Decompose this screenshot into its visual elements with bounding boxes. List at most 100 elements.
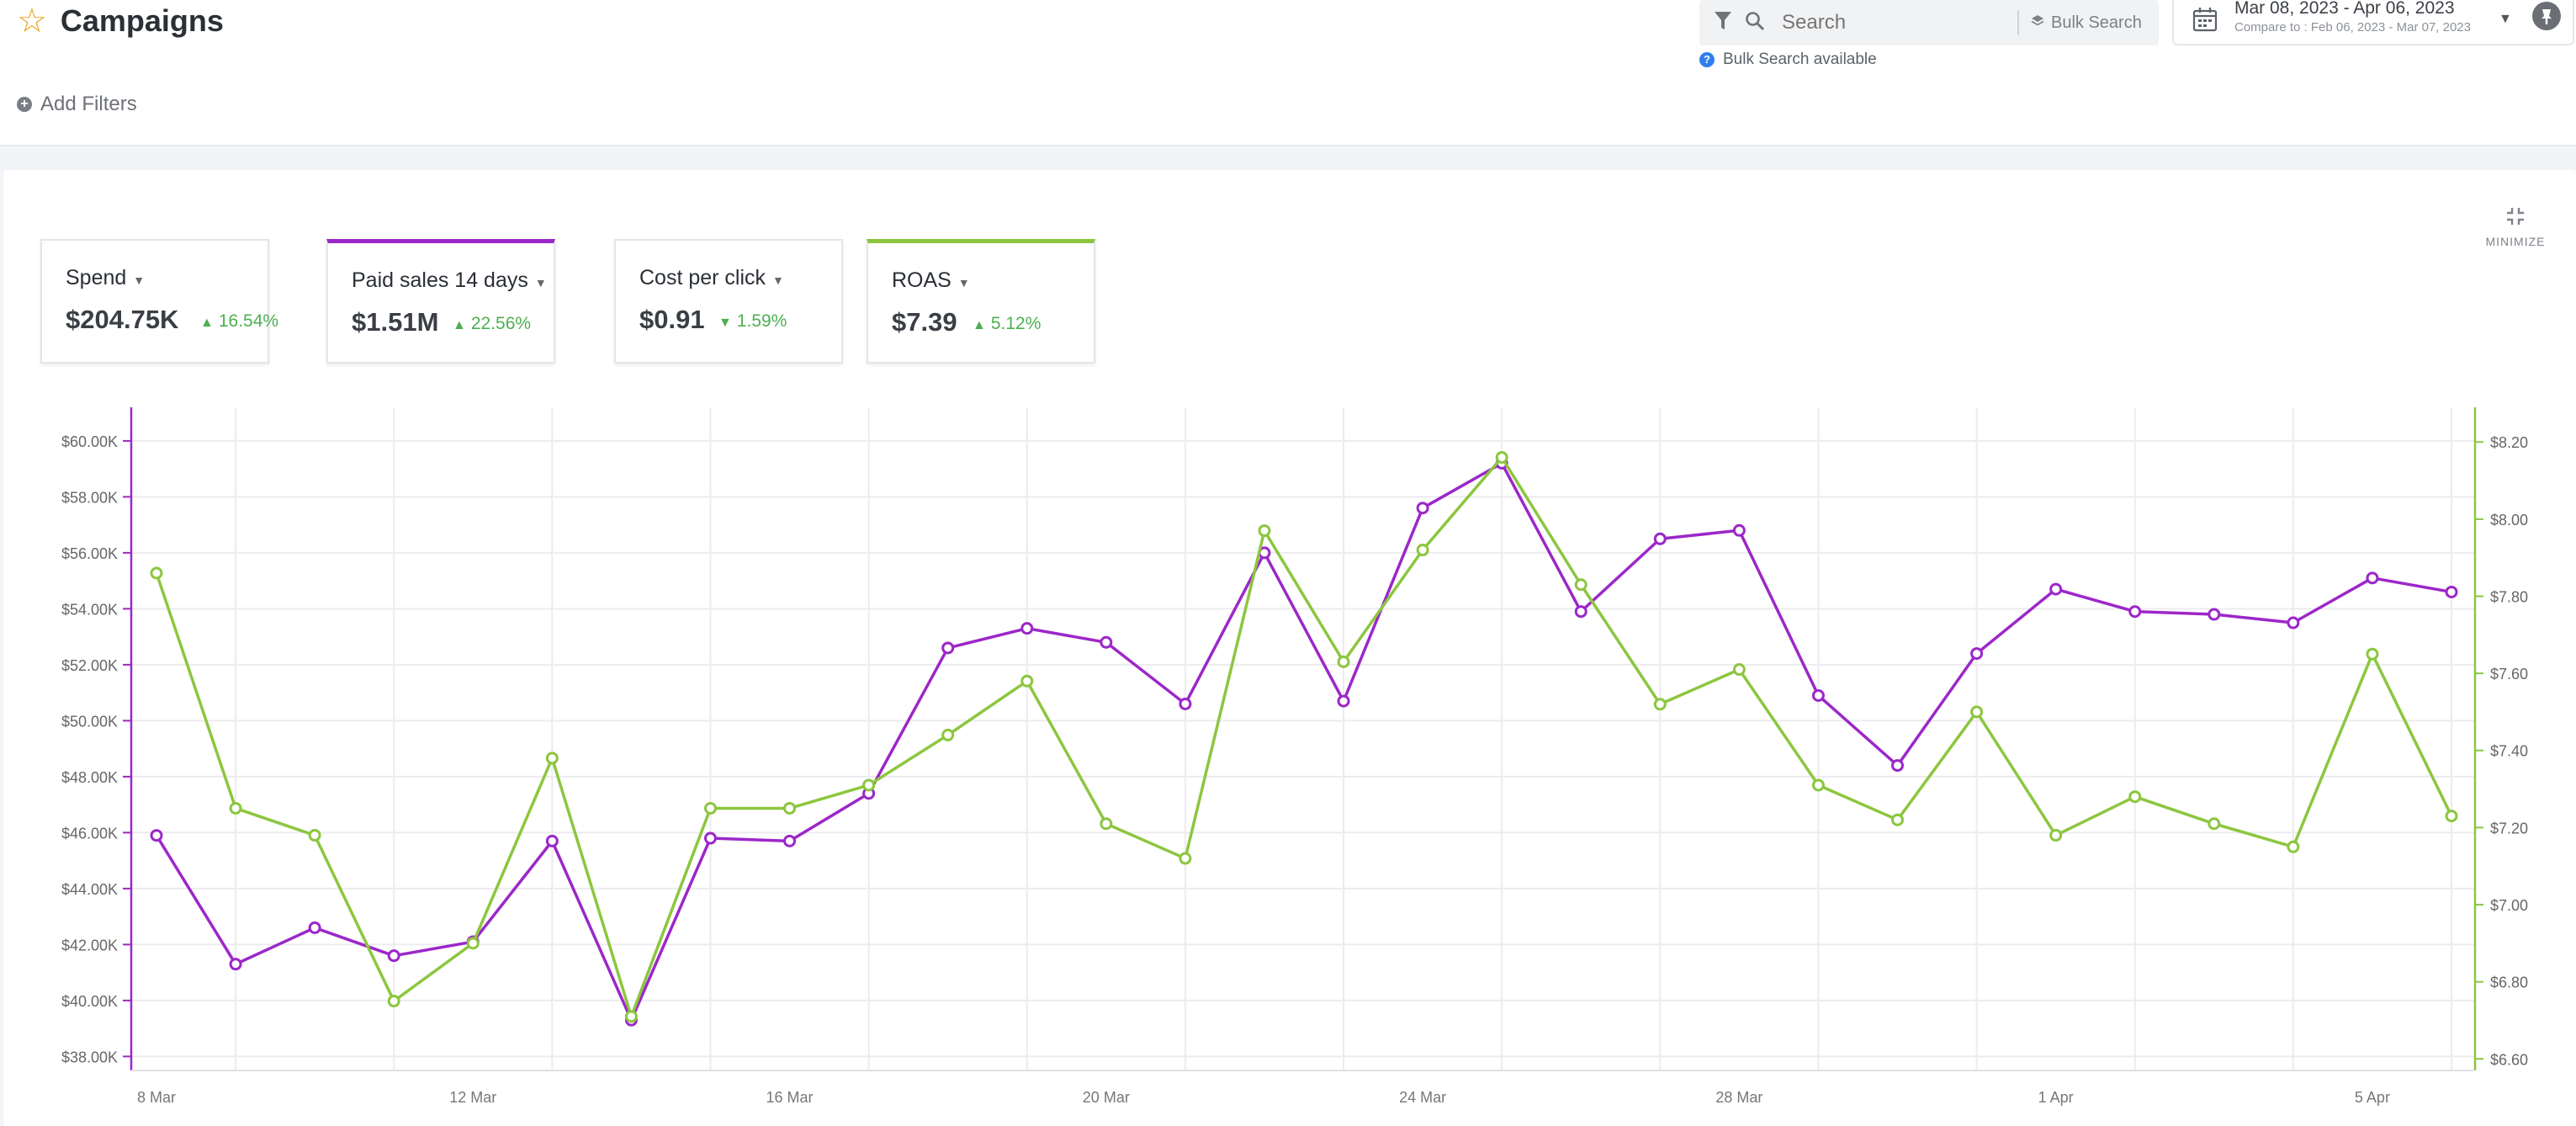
trend-down-icon: ▼ bbox=[718, 316, 732, 330]
date-range-text: Mar 08, 2023 - Apr 06, 2023 bbox=[2234, 0, 2455, 18]
y-left-tick-label: $38.00K bbox=[61, 1049, 118, 1065]
data-point-roas bbox=[545, 752, 559, 765]
data-point-roas bbox=[2445, 810, 2458, 823]
data-point-paid-sales bbox=[2128, 605, 2142, 619]
data-point-paid-sales bbox=[1337, 694, 1350, 708]
metric-value: $1.51M bbox=[352, 307, 439, 337]
data-point-paid-sales bbox=[1653, 532, 1667, 545]
metric-value: $0.91 bbox=[639, 305, 705, 334]
data-point-roas bbox=[1811, 778, 1825, 792]
data-point-roas bbox=[1653, 698, 1667, 711]
y-right-tick-label: $7.80 bbox=[2490, 588, 2528, 605]
data-point-roas bbox=[1100, 817, 1113, 831]
top-bar: ☆ Campaigns + Add Filters Bulk Search ? … bbox=[0, 0, 2576, 146]
metric-label: Paid sales 14 days ▼ bbox=[352, 268, 547, 292]
series-line-roas bbox=[155, 455, 2453, 1018]
data-point-paid-sales bbox=[2445, 585, 2458, 598]
metric-card-cost-per-click[interactable]: Cost per click ▼ $0.91 ▼ 1.59% bbox=[614, 239, 843, 364]
y-left-tick-label: $54.00K bbox=[61, 601, 118, 618]
y-left-tick-label: $60.00K bbox=[61, 433, 118, 450]
data-point-roas bbox=[1970, 705, 1984, 719]
chevron-down-icon: ▼ bbox=[2499, 12, 2512, 26]
calendar-icon bbox=[2192, 7, 2218, 36]
bulk-available-label: Bulk Search available bbox=[1723, 50, 1877, 68]
data-point-roas bbox=[1179, 852, 1192, 865]
add-filters-label: Add Filters bbox=[40, 93, 137, 115]
trend-up-icon: ▲ bbox=[973, 318, 986, 332]
data-point-paid-sales bbox=[545, 834, 559, 847]
x-tick-label: 12 Mar bbox=[449, 1089, 496, 1106]
line-chart: $38.00K $40.00K $42.00K $44.00K $46.00K $48.0… bbox=[61, 407, 2528, 1106]
y-left-tick-label: $44.00K bbox=[61, 881, 118, 898]
minimize-button[interactable]: MINIMIZE bbox=[2482, 205, 2549, 248]
metric-card-paid-sales[interactable]: Paid sales 14 days ▼ $1.51M ▲ 22.56% bbox=[326, 239, 555, 364]
data-point-paid-sales bbox=[1891, 759, 1905, 773]
data-point-paid-sales bbox=[1179, 697, 1192, 710]
data-point-paid-sales bbox=[1020, 622, 1034, 635]
data-point-roas bbox=[1020, 674, 1034, 688]
search-bar: Bulk Search bbox=[1699, 0, 2159, 45]
y-right-tick-label: $8.20 bbox=[2490, 434, 2528, 451]
caret-down-icon: ▼ bbox=[957, 276, 970, 289]
data-point-roas bbox=[2366, 647, 2379, 661]
search-input[interactable] bbox=[1782, 11, 2009, 35]
x-tick-label: 24 Mar bbox=[1399, 1089, 1446, 1106]
x-tick-label: 20 Mar bbox=[1083, 1089, 1130, 1106]
data-point-paid-sales bbox=[150, 829, 163, 842]
caret-down-icon: ▼ bbox=[534, 276, 547, 289]
collapse-icon bbox=[2504, 208, 2526, 231]
y-right-tick-label: $8.00 bbox=[2490, 512, 2528, 528]
caret-down-icon: ▼ bbox=[772, 274, 784, 287]
metric-card-spend[interactable]: Spend ▼ $204.75K ▲ 16.54% bbox=[40, 239, 278, 364]
data-point-roas bbox=[387, 995, 400, 1008]
chart-panel: Spend ▼ $204.75K ▲ 16.54% Paid sales 14 da… bbox=[3, 170, 2576, 1126]
add-filters-button[interactable]: + Add Filters bbox=[17, 93, 137, 116]
x-tick-label: 16 Mar bbox=[766, 1089, 814, 1106]
data-point-roas bbox=[1337, 655, 1350, 668]
metric-card-roas[interactable]: ROAS ▼ $7.39 ▲ 5.12% bbox=[867, 239, 1095, 364]
add-circle-icon: + bbox=[17, 97, 32, 112]
data-point-roas bbox=[624, 1010, 638, 1023]
data-point-roas bbox=[308, 829, 321, 842]
x-tick-label: 5 Apr bbox=[2355, 1089, 2390, 1106]
data-point-roas bbox=[1416, 544, 1429, 557]
bulk-search-available[interactable]: ? Bulk Search available bbox=[1699, 50, 1877, 69]
pin-icon[interactable] bbox=[2532, 2, 2561, 30]
favorite-star-icon[interactable]: ☆ bbox=[17, 3, 47, 40]
compare-range-text: Compare to : Feb 06, 2023 - Mar 07, 2023 bbox=[2234, 20, 2471, 35]
data-point-paid-sales bbox=[1100, 635, 1113, 649]
y-right-tick-label: $6.60 bbox=[2490, 1051, 2528, 1068]
y-left-tick-label: $48.00K bbox=[61, 769, 118, 786]
data-point-roas bbox=[2128, 790, 2142, 804]
data-point-roas bbox=[1891, 813, 1905, 826]
data-point-roas bbox=[2287, 840, 2300, 853]
data-point-paid-sales bbox=[703, 831, 717, 845]
data-point-paid-sales bbox=[229, 958, 242, 971]
date-range-picker[interactable]: Mar 08, 2023 - Apr 06, 2023 Compare to :… bbox=[2172, 0, 2574, 45]
data-point-paid-sales bbox=[1416, 502, 1429, 515]
y-right-tick-label: $7.60 bbox=[2490, 666, 2528, 683]
metric-label: ROAS ▼ bbox=[892, 268, 970, 292]
filter-icon[interactable] bbox=[1715, 11, 1731, 35]
data-point-roas bbox=[150, 566, 163, 580]
data-point-paid-sales bbox=[387, 949, 400, 963]
metric-label: Spend ▼ bbox=[66, 266, 146, 289]
data-point-paid-sales bbox=[1574, 605, 1587, 619]
data-point-paid-sales bbox=[1811, 688, 1825, 702]
minimize-label: MINIMIZE bbox=[2485, 235, 2546, 248]
data-point-roas bbox=[466, 937, 480, 950]
metric-value: $204.75K bbox=[66, 305, 179, 334]
series-line-paid-sales bbox=[155, 461, 2452, 1022]
layers-icon bbox=[2031, 13, 2044, 33]
data-point-paid-sales bbox=[783, 834, 797, 847]
bulk-search-button[interactable]: Bulk Search bbox=[2031, 13, 2142, 33]
y-right-tick-label: $7.40 bbox=[2490, 743, 2528, 760]
metric-delta: ▼ 1.59% bbox=[718, 311, 787, 331]
trend-up-icon: ▲ bbox=[200, 316, 214, 330]
y-left-tick-label: $52.00K bbox=[61, 657, 118, 674]
x-tick-label: 8 Mar bbox=[137, 1089, 176, 1106]
data-point-paid-sales bbox=[2287, 616, 2300, 629]
data-point-paid-sales bbox=[2366, 571, 2379, 585]
y-right-tick-label: $7.20 bbox=[2490, 820, 2528, 837]
trend-up-icon: ▲ bbox=[453, 318, 466, 332]
